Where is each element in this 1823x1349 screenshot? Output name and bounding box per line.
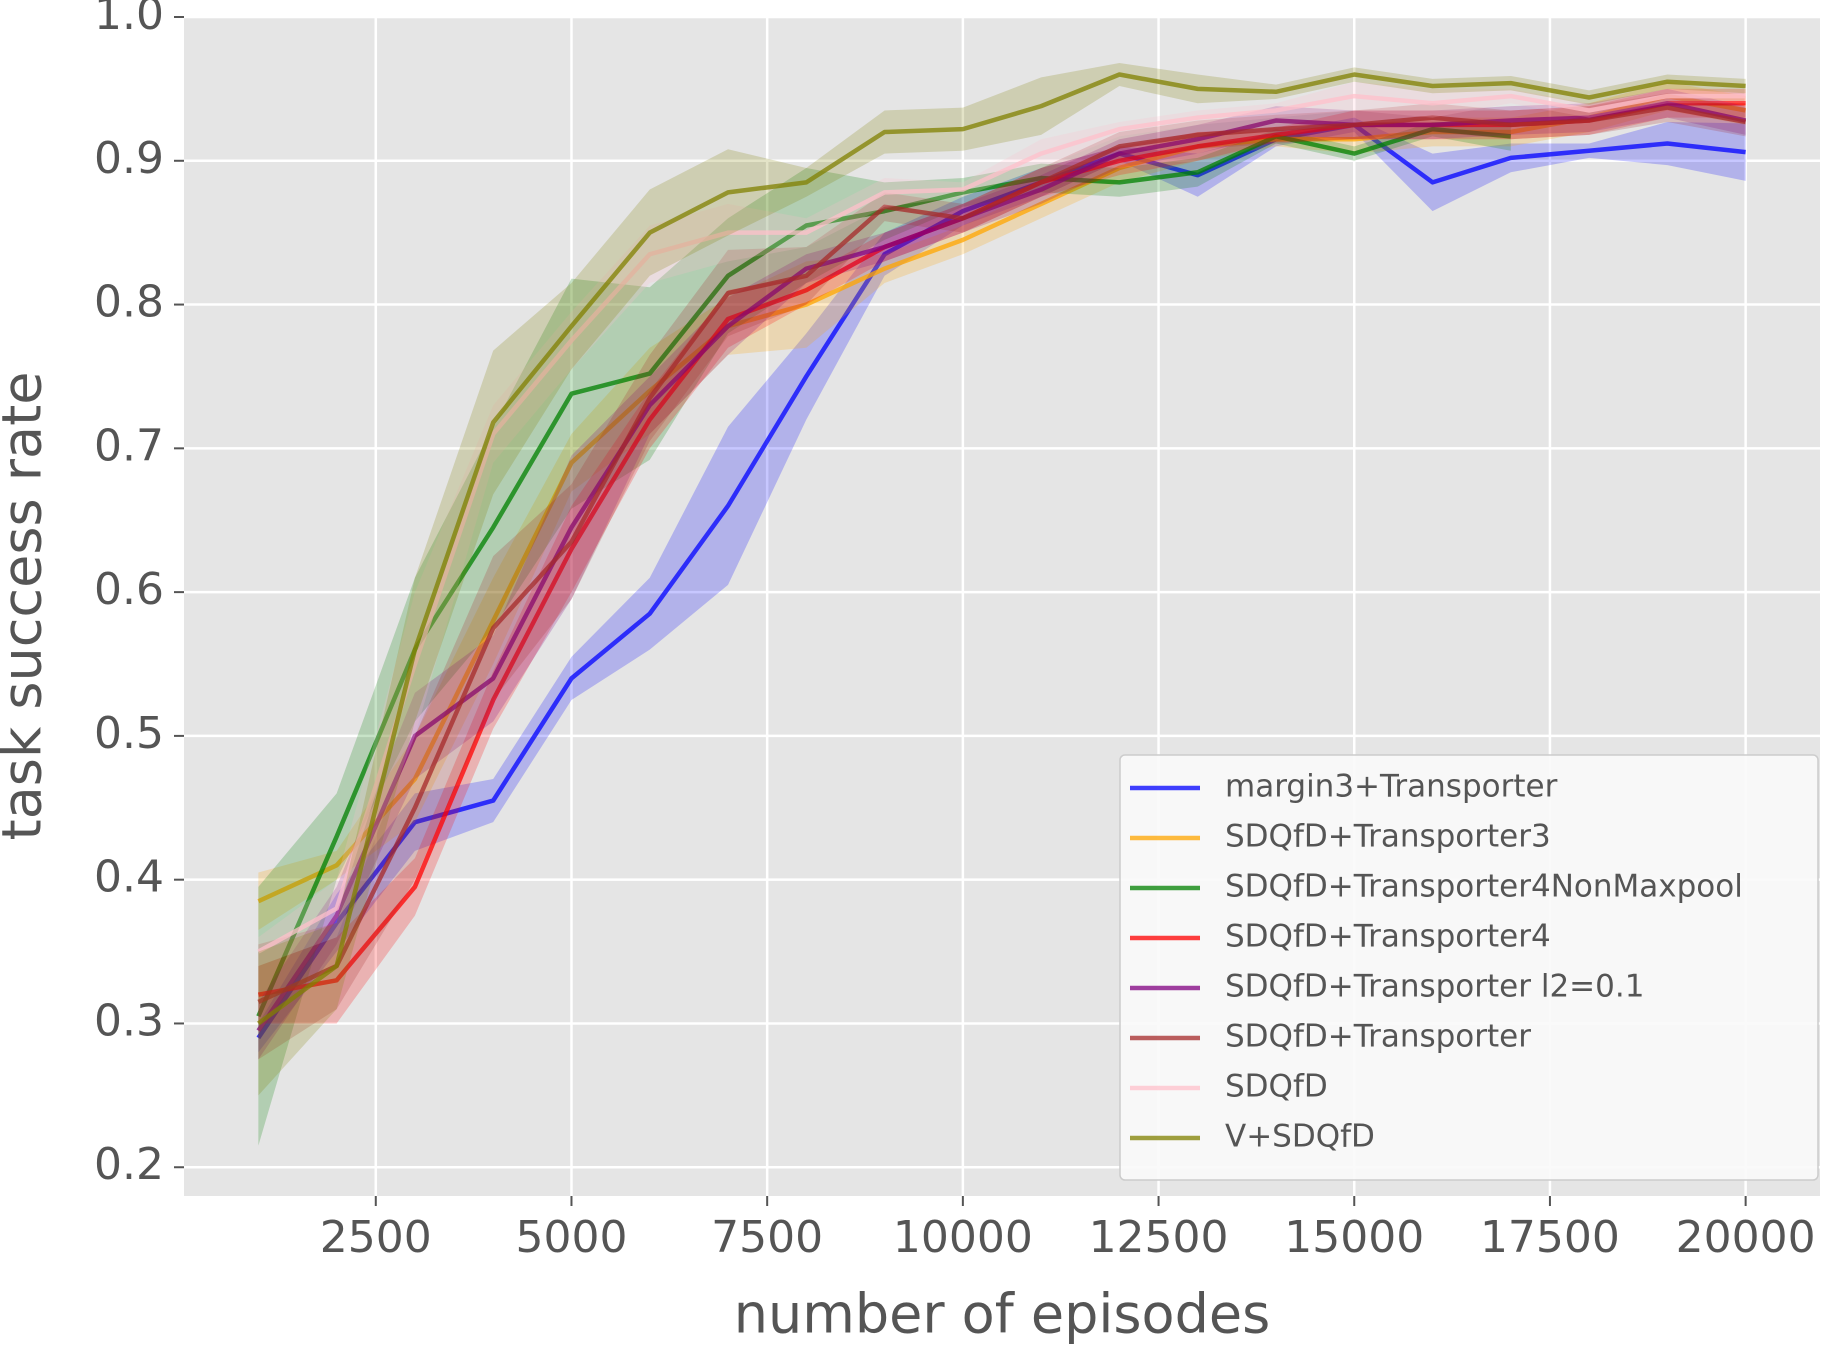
x-tick-label: 2500 [320, 1212, 432, 1263]
legend-label: SDQfD+Transporter4 [1225, 919, 1551, 955]
x-tick-label: 10000 [893, 1212, 1033, 1263]
y-axis-label: task success rate [0, 372, 54, 841]
x-tick-label: 20000 [1676, 1212, 1816, 1263]
legend-label: SDQfD+Transporter [1225, 1019, 1531, 1055]
y-tick-label: 0.6 [94, 564, 164, 615]
series-line [256, 126, 1512, 1018]
legend-label: V+SDQfD [1225, 1119, 1375, 1155]
series-line [257, 72, 1746, 1026]
error-band [258, 88, 1746, 1060]
legend-label: SDQfD+Transporter l2=0.1 [1225, 969, 1644, 1005]
series-line [257, 93, 1747, 904]
legend-label: SDQfD+Transporter3 [1225, 819, 1551, 855]
y-tick-label: 0.8 [94, 277, 164, 328]
legend-box [1119, 754, 1819, 1181]
error-band [258, 81, 1746, 966]
y-tick-label: 0.2 [94, 1139, 164, 1190]
y-tick-label: 1.0 [94, 0, 164, 40]
x-tick-label: 7500 [711, 1212, 823, 1263]
x-axis-label: number of episodes [734, 1283, 1270, 1346]
series-line [257, 105, 1747, 1004]
y-tick-label: 0.4 [94, 852, 164, 903]
error-band [258, 121, 1511, 1146]
x-tick-label: 17500 [1480, 1212, 1620, 1263]
y-tick-label: 0.7 [94, 420, 164, 471]
x-tick-label: 5000 [515, 1212, 627, 1263]
series-line [257, 93, 1746, 954]
legend-label: margin3+Transporter [1225, 769, 1558, 805]
legend-label: SDQfD [1225, 1069, 1328, 1105]
y-tick-label: 0.9 [94, 133, 164, 184]
x-tick-label: 15000 [1284, 1212, 1424, 1263]
legend-label: SDQfD+Transporter4NonMaxpool [1225, 869, 1743, 905]
x-tick-label: 12500 [1089, 1212, 1229, 1263]
series-line [256, 101, 1747, 1032]
y-tick-label: 0.5 [94, 708, 164, 759]
series-line [256, 122, 1746, 1040]
y-tick-label: 0.3 [94, 995, 164, 1046]
error-band [258, 81, 1746, 931]
error-band [258, 93, 1746, 1060]
